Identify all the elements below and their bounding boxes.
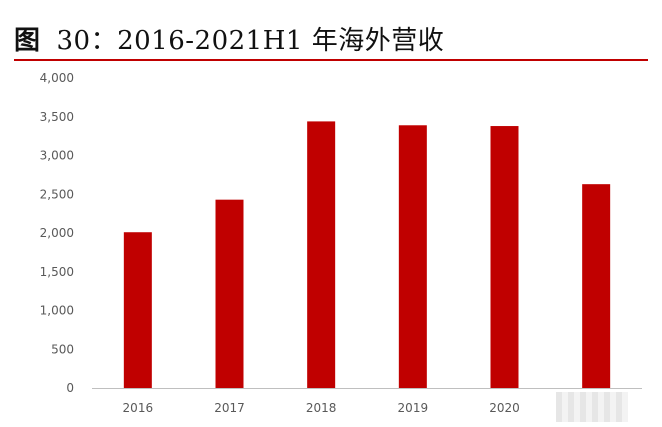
y-tick-label: 2,000 <box>40 226 74 240</box>
title-divider <box>14 59 648 61</box>
figure-prefix: 图 <box>14 26 41 56</box>
x-tick-label: 2020 <box>489 401 520 415</box>
figure-title-text: 30：2016-2021H1 年海外营收 <box>56 26 445 56</box>
y-tick-label: 3,500 <box>40 110 74 124</box>
bar-2018 <box>307 121 336 389</box>
bar-series <box>123 121 611 389</box>
x-tick-label: 2019 <box>398 401 429 415</box>
y-tick-label: 2,500 <box>40 187 74 201</box>
y-tick-label: 500 <box>51 342 74 356</box>
bar-2016 <box>123 232 152 388</box>
y-tick-label: 1,000 <box>40 304 74 318</box>
y-tick-label: 0 <box>66 381 74 395</box>
x-tick-label: 2016 <box>123 401 154 415</box>
bar-2021H1 <box>582 184 611 388</box>
chart-title: 图 30：2016-2021H1 年海外营收 <box>14 20 444 57</box>
x-tick-label: 2017 <box>214 401 245 415</box>
y-tick-label: 4,000 <box>40 71 74 85</box>
x-tick-label: 2018 <box>306 401 337 415</box>
y-tick-label: 3,000 <box>40 149 74 163</box>
bar-2017 <box>215 199 244 388</box>
x-axis: 2016 2017 2018 2019 2020 <box>123 401 520 415</box>
bar-2020 <box>490 126 519 389</box>
bar-2019 <box>398 125 427 389</box>
y-tick-label: 1,500 <box>40 265 74 279</box>
blurred-watermark <box>556 392 628 422</box>
y-axis: 0 500 1,000 1,500 2,000 2,500 3,000 3,500 4,000 <box>40 71 74 395</box>
